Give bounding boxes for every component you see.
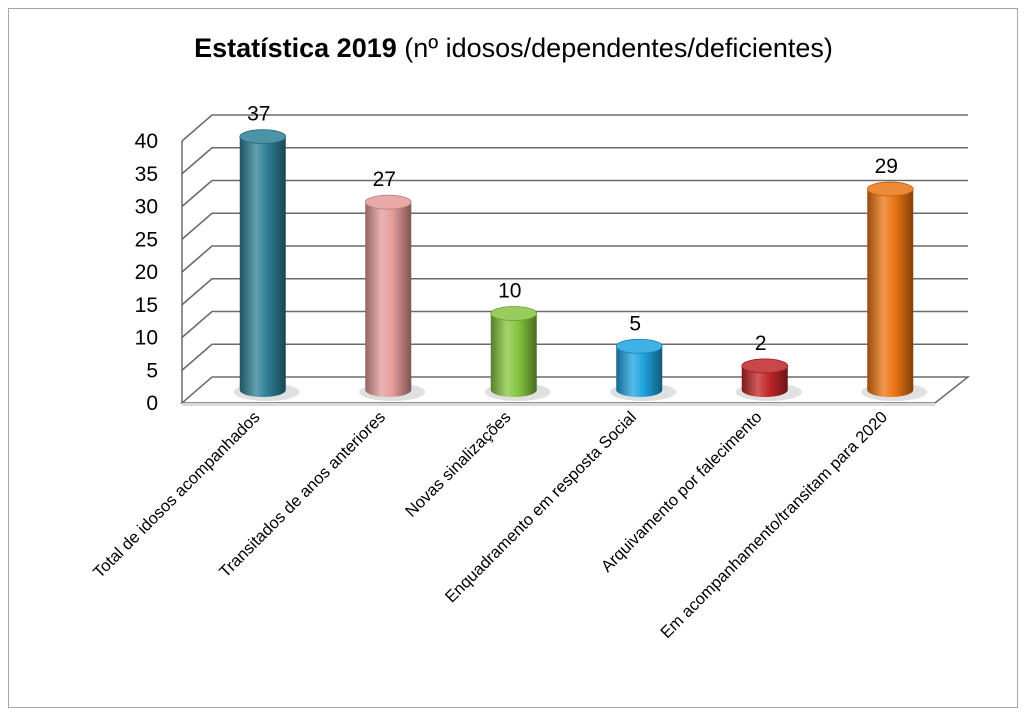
bars: [233, 129, 928, 401]
bar-body: [239, 136, 286, 397]
bar-body: [490, 313, 537, 397]
bar-body: [741, 365, 788, 397]
bar-top: [364, 194, 412, 210]
gridline: [181, 212, 968, 240]
bar-body: [867, 189, 914, 397]
bar: [735, 358, 802, 401]
bar-top: [866, 181, 914, 197]
bar: [484, 306, 551, 401]
bar: [233, 129, 300, 401]
gridlines: [181, 114, 968, 371]
bar-body: [616, 346, 663, 397]
bar-top: [741, 358, 789, 374]
bar-top: [615, 338, 663, 354]
gridline: [181, 114, 968, 142]
gridline: [181, 310, 968, 339]
data-label: 2: [755, 332, 767, 355]
data-label: 29: [875, 155, 898, 178]
y-tick-label: 15: [135, 294, 158, 317]
gridline: [181, 146, 968, 175]
bar: [610, 338, 677, 401]
y-tick-label: 35: [135, 163, 158, 186]
bar-top: [490, 306, 538, 321]
y-tick-label: 5: [146, 359, 158, 382]
data-labels: 37 27 10 5 2 29: [247, 103, 898, 355]
y-tick-label: 40: [135, 130, 158, 153]
data-label: 27: [373, 168, 396, 191]
bar-body: [365, 202, 412, 397]
y-tick-label: 25: [135, 228, 158, 251]
bar: [359, 194, 426, 401]
chart-floor: [179, 376, 971, 404]
gridline: [181, 277, 968, 306]
data-label: 10: [498, 280, 521, 303]
floor-edge: [182, 403, 935, 406]
y-tick-label: 10: [135, 327, 158, 350]
x-tick-label: Em acompanhamento/transitam para 2020: [657, 408, 891, 642]
y-axis: 0 5 10 15 20 25 30 35 40: [135, 130, 158, 415]
gridline: [181, 245, 968, 273]
data-label: 37: [247, 103, 270, 126]
gridline: [181, 343, 968, 371]
bar-top: [239, 129, 287, 145]
chart-title-rest: (nº idosos/dependentes/deficientes): [396, 33, 833, 63]
y-tick-label: 20: [135, 261, 158, 284]
gridline: [181, 179, 968, 208]
x-tick-label: Novas sinalizações: [402, 408, 515, 521]
x-axis: Total de idosos acompanhadosTransitados …: [90, 408, 891, 642]
bar: [861, 181, 928, 401]
chart-title-bold: Estatística 2019: [194, 33, 397, 63]
data-label: 5: [629, 312, 641, 335]
chart-title: Estatística 2019 (nº idosos/dependentes/…: [0, 33, 1027, 64]
y-tick-label: 30: [135, 196, 158, 219]
y-tick-label: 0: [146, 392, 158, 415]
